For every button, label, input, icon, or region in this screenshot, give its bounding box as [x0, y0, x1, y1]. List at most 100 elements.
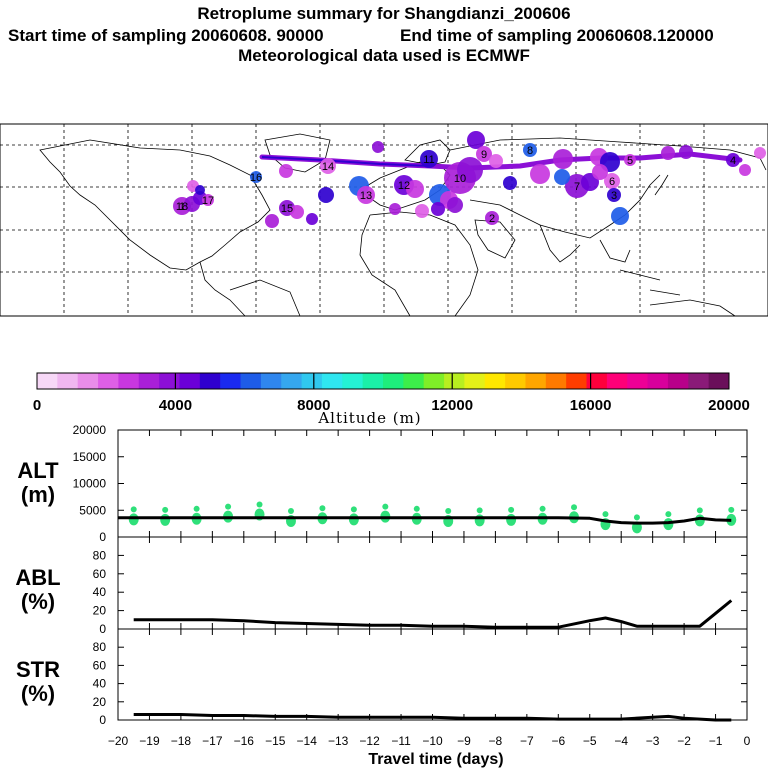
y-tick-label: 60	[93, 567, 107, 581]
plume-marker	[372, 141, 384, 153]
plume-marker	[592, 164, 608, 180]
scatter-point	[319, 505, 326, 512]
panel-label-name: ABL	[15, 565, 60, 590]
plume-marker	[279, 164, 293, 178]
colorbar-cell	[57, 373, 79, 389]
colorbar-cell	[484, 373, 506, 389]
plume-marker-label: 18	[176, 201, 188, 213]
scatter-point	[160, 513, 171, 526]
panel-frame	[117, 628, 748, 721]
scatter-point	[508, 506, 515, 513]
series-line	[118, 516, 732, 525]
x-tick-label: −13	[328, 734, 349, 748]
plume-marker	[476, 146, 492, 162]
colorbar-tick-label: 20000	[708, 397, 750, 414]
y-tick-label: 80	[93, 548, 107, 562]
plume-marker-label: 4	[730, 155, 736, 167]
colorbar-cell	[362, 373, 384, 389]
panel-frame	[117, 429, 748, 538]
scatter-point	[602, 511, 609, 518]
plume-marker	[318, 187, 334, 203]
scatter-point	[571, 504, 578, 511]
scatter-point	[287, 507, 294, 514]
plume-marker	[250, 171, 262, 183]
plume-marker-label: 5	[627, 155, 633, 167]
y-tick-label: 20	[93, 604, 107, 618]
plume-marker-label: 8	[527, 145, 533, 157]
colorbar-tick-label: 0	[33, 397, 41, 414]
plume-marker-label: 1	[179, 201, 185, 213]
panel-frame	[117, 536, 748, 630]
plume-marker	[457, 157, 483, 183]
y-tick-label: 40	[93, 677, 107, 691]
panel-label-name: STR	[16, 657, 60, 682]
chart-title: Retroplume summary for Shangdianzi_20060…	[197, 4, 571, 23]
x-tick-label: −12	[359, 734, 380, 748]
x-tick-label: −19	[139, 734, 160, 748]
colorbar-cell	[77, 373, 99, 389]
plume-marker	[447, 197, 463, 213]
colorbar-tick-label: 4000	[159, 397, 192, 414]
series-line	[133, 599, 733, 629]
plume-marker	[357, 186, 375, 204]
colorbar-cell	[545, 373, 567, 389]
colorbar-cell	[118, 373, 140, 389]
series-line	[133, 713, 732, 722]
y-tick-label: 0	[99, 713, 106, 727]
scatter-point	[665, 511, 672, 518]
plume-marker-label: 11	[423, 154, 434, 166]
x-tick-label: −7	[520, 734, 534, 748]
panel-abl: 0 20 40 60 80 ABL(%)	[15, 536, 748, 636]
plume-marker-label: 6	[609, 176, 615, 188]
plume-marker-label: 16	[250, 172, 262, 184]
plume-marker-label: 14	[322, 161, 334, 173]
y-tick-label: 15000	[73, 450, 107, 464]
colorbar-cell	[606, 373, 628, 389]
plume-marker	[661, 146, 675, 160]
plume-marker	[604, 173, 620, 189]
y-tick-label: 20	[93, 695, 107, 709]
x-tick-label: −6	[551, 734, 565, 748]
y-tick-label: 10000	[73, 477, 107, 491]
x-axis-title: Travel time (days)	[368, 751, 503, 768]
plume-marker	[306, 213, 318, 225]
panel-str: 0 20 40 60 80 STR(%)	[16, 628, 748, 727]
colorbar-cell	[383, 373, 404, 389]
x-tick-label: −17	[202, 734, 223, 748]
scatter-point	[445, 507, 452, 514]
y-tick-label: 60	[93, 658, 107, 672]
plume-marker	[265, 214, 279, 228]
x-tick-label: −4	[614, 734, 628, 748]
plume-marker	[624, 154, 636, 166]
plume-marker	[202, 194, 214, 206]
plume-marker	[611, 207, 629, 225]
plume-marker	[754, 147, 766, 159]
plume-marker-label: 2	[489, 213, 495, 225]
scatter-point	[348, 513, 359, 526]
x-tick-label: −18	[171, 734, 192, 748]
colorbar-cell	[464, 373, 486, 389]
scatter-point	[193, 505, 200, 512]
plume-marker	[420, 150, 438, 168]
x-tick-label: −2	[677, 734, 691, 748]
retroplume-map: 18 17 16 15 14 13 12 11 10 9 8 7 65 4 3 2 1	[0, 123, 768, 317]
colorbar-cell	[586, 373, 608, 389]
colorbar-cell	[525, 373, 547, 389]
x-tick-label: −15	[265, 734, 286, 748]
end-time-text: End time of sampling 20060608.120000	[400, 26, 714, 45]
plume-marker	[553, 149, 573, 169]
plume-marker	[530, 164, 550, 184]
plume-marker	[503, 176, 517, 190]
plume-marker	[195, 185, 205, 195]
colorbar-cell	[505, 373, 526, 389]
colorbar-cell	[159, 373, 180, 389]
x-tick-label: 0	[744, 734, 751, 748]
x-tick-label: −1	[709, 734, 723, 748]
scatter-point	[413, 505, 420, 512]
x-tick-label: −8	[489, 734, 503, 748]
plume-marker	[320, 158, 336, 174]
colorbar-cell	[627, 373, 649, 389]
scatter-point	[382, 503, 389, 510]
colorbar-ticks: 0 4000 8000 12000 16000 20000	[33, 373, 750, 414]
